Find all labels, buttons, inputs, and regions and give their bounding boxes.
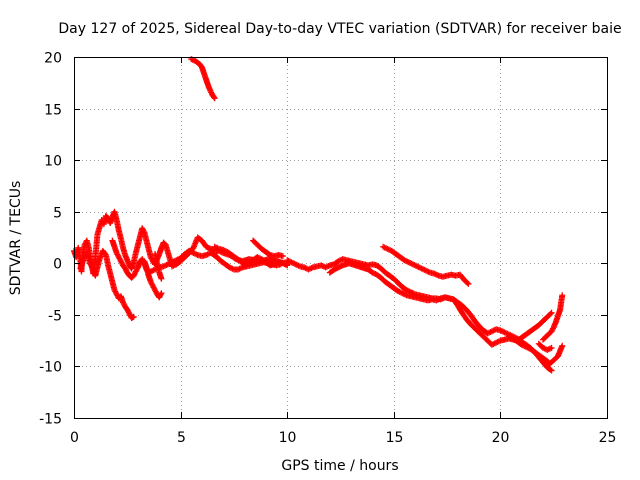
data-point [545, 346, 552, 353]
data-point [547, 310, 554, 317]
x-axis-label: GPS time / hours [281, 458, 398, 474]
data-point [547, 345, 554, 352]
x-tick-label: 5 [177, 430, 186, 446]
data-point [211, 95, 218, 102]
y-tick-label: -15 [39, 412, 62, 428]
chart-title: Day 127 of 2025, Sidereal Day-to-day VTE… [58, 21, 621, 37]
data-point [158, 275, 165, 282]
data-point [548, 309, 555, 316]
y-tick-label: -10 [39, 360, 62, 376]
data-point [548, 367, 555, 374]
data-point [464, 279, 471, 286]
data-point [302, 265, 309, 272]
y-tick-label: 20 [44, 51, 62, 67]
x-tick-label: 25 [599, 430, 617, 446]
plot-frame [74, 57, 608, 419]
data-point [319, 263, 326, 270]
data-point [277, 261, 284, 268]
data-point [211, 94, 218, 101]
axis-ticks: 0 5 10 15 20 25 -15 -10 -5 0 5 10 15 20 [39, 51, 616, 447]
y-tick-label: 10 [44, 154, 62, 170]
x-tick-label: 10 [279, 430, 297, 446]
data-point [308, 265, 315, 272]
data-point [559, 292, 566, 299]
y-axis-label: SDTVAR / TECUs [8, 181, 24, 296]
grid-lines [74, 57, 607, 418]
x-tick-label: 15 [386, 430, 404, 446]
data-point [284, 262, 291, 269]
data-points [71, 56, 566, 374]
data-point [436, 296, 443, 303]
data-point [130, 313, 137, 320]
data-point [158, 290, 165, 297]
data-point [559, 342, 566, 349]
data-point [548, 344, 555, 351]
x-tick-label: 0 [70, 430, 79, 446]
data-point [547, 366, 554, 373]
y-tick-label: 0 [53, 257, 62, 273]
y-tick-label: -5 [48, 309, 62, 325]
y-tick-label: 5 [53, 206, 62, 222]
data-point [465, 280, 472, 287]
y-tick-label: 15 [44, 103, 62, 119]
data-point [279, 253, 286, 260]
x-tick-label: 20 [492, 430, 510, 446]
